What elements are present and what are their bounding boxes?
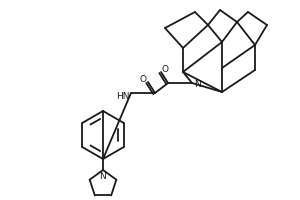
Text: N: N	[194, 80, 201, 89]
Text: O: O	[162, 66, 169, 74]
Text: O: O	[140, 75, 147, 84]
Text: HN: HN	[116, 92, 130, 101]
Text: N: N	[100, 172, 106, 181]
